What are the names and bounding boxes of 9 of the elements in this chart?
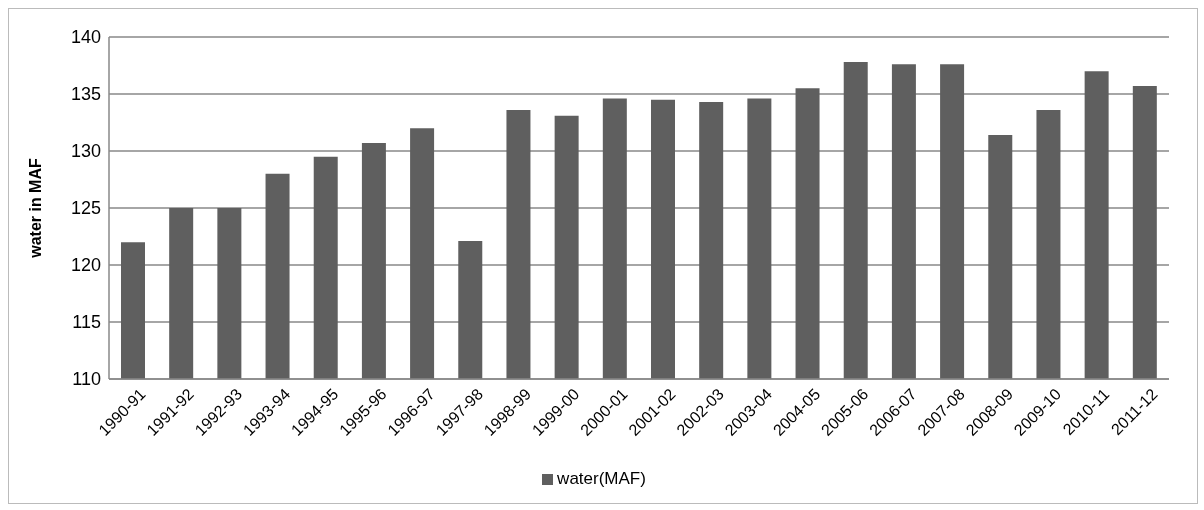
- y-tick-label: 120: [70, 255, 101, 276]
- y-axis-title: water in MAF: [26, 157, 44, 259]
- y-tick-label: 130: [70, 141, 101, 162]
- y-tick-label: 110: [72, 369, 101, 390]
- y-tick-label: 135: [70, 84, 101, 105]
- y-tick-label: 125: [70, 198, 101, 219]
- y-tick-label: 115: [72, 312, 101, 333]
- y-tick-label: 140: [70, 27, 101, 48]
- legend-label: water(MAF): [557, 469, 646, 488]
